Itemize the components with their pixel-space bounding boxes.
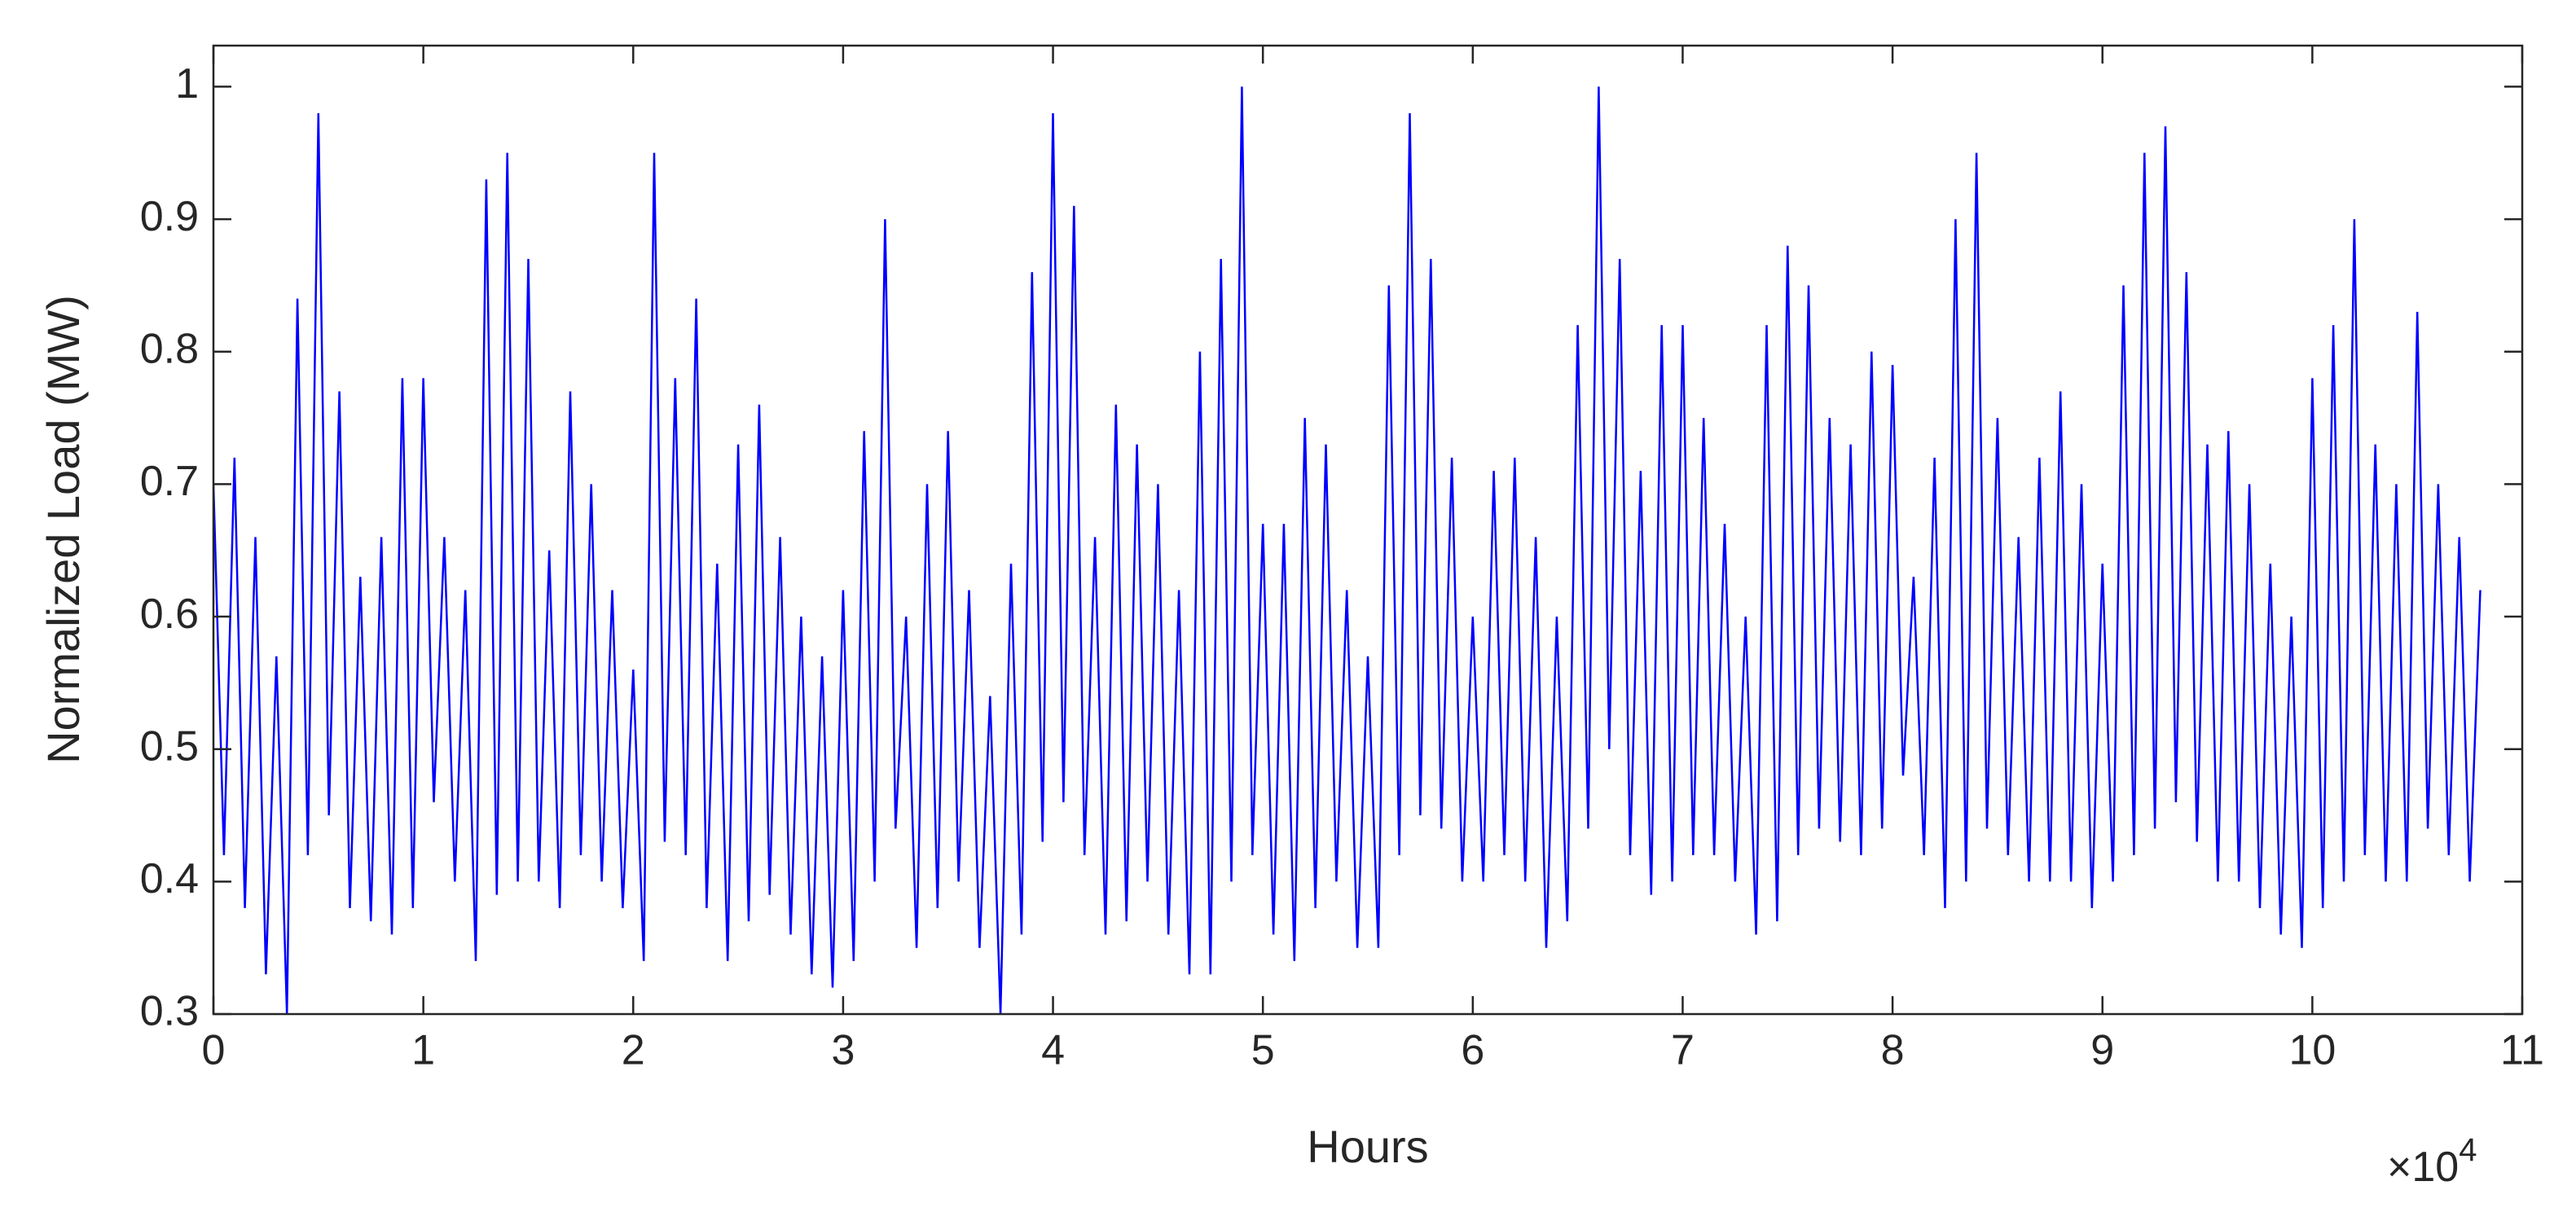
data-line bbox=[213, 86, 2481, 1014]
y-tick-label: 0.8 bbox=[140, 325, 199, 372]
y-axis-label: Normalized Load (MW) bbox=[37, 295, 89, 764]
plot-frame bbox=[212, 44, 2524, 1016]
y-tick-label: 1 bbox=[175, 60, 199, 108]
y-tick-label: 0.6 bbox=[140, 591, 199, 638]
x-tick-label: 0 bbox=[202, 1027, 226, 1074]
x-tick-label: 8 bbox=[1881, 1027, 1905, 1074]
x-tick-label: 2 bbox=[622, 1027, 645, 1074]
y-tick-label: 0.4 bbox=[140, 855, 199, 902]
y-tick-label: 0.9 bbox=[140, 193, 199, 240]
x-tick-label: 6 bbox=[1461, 1027, 1484, 1074]
y-tick-label: 0.3 bbox=[140, 988, 199, 1035]
x-tick-label: 1 bbox=[411, 1027, 435, 1074]
x-multiplier-base: ×10 bbox=[2387, 1144, 2459, 1191]
x-tick-label: 9 bbox=[2090, 1027, 2114, 1074]
x-multiplier-exponent: 4 bbox=[2459, 1132, 2477, 1168]
y-tick-label: 0.5 bbox=[140, 722, 199, 770]
y-tick-label: 0.7 bbox=[140, 458, 199, 505]
x-multiplier: ×104 bbox=[2387, 1132, 2477, 1191]
x-tick-label: 3 bbox=[831, 1027, 855, 1074]
x-tick-label: 4 bbox=[1041, 1027, 1065, 1074]
x-tick-label: 5 bbox=[1251, 1027, 1275, 1074]
x-tick-label: 10 bbox=[2288, 1027, 2336, 1074]
x-tick-label: 11 bbox=[2500, 1027, 2544, 1074]
x-tick-label: 7 bbox=[1671, 1027, 1695, 1074]
x-axis-label: Hours bbox=[1307, 1121, 1428, 1172]
